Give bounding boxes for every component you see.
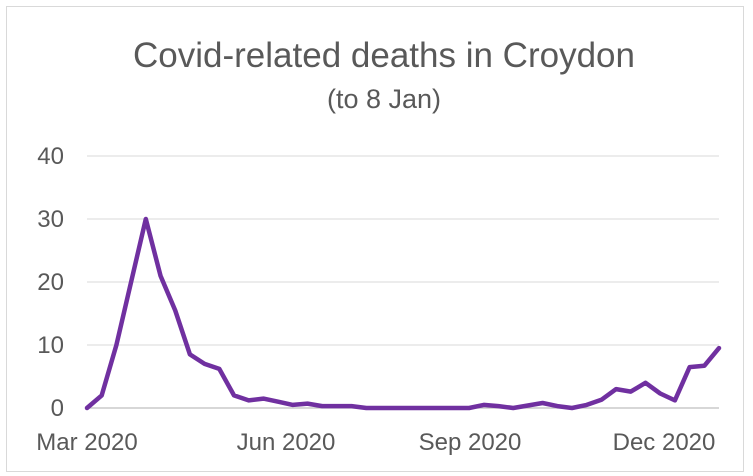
x-tick-label: Jun 2020 <box>237 429 336 456</box>
chart-subtitle: (to 8 Jan) <box>327 84 441 114</box>
chart-title: Covid-related deaths in Croydon <box>133 36 635 75</box>
chart-frame <box>6 6 744 472</box>
series-line <box>84 216 722 411</box>
y-tick-label: 30 <box>37 206 64 233</box>
grid-layer <box>87 155 719 409</box>
x-tick-layer: Mar 2020 Jun 2020 Sep 2020 Dec 2020 <box>36 429 715 456</box>
y-tick-label: 20 <box>37 269 64 296</box>
series-layer <box>84 216 722 411</box>
y-tick-label: 10 <box>37 332 64 359</box>
y-tick-layer: 0 10 20 30 40 <box>37 143 64 422</box>
x-tick-label: Sep 2020 <box>419 429 522 456</box>
y-tick-label: 40 <box>37 143 64 170</box>
x-tick-label: Dec 2020 <box>613 429 716 456</box>
x-tick-label: Mar 2020 <box>36 429 137 456</box>
y-tick-label: 0 <box>51 395 64 422</box>
